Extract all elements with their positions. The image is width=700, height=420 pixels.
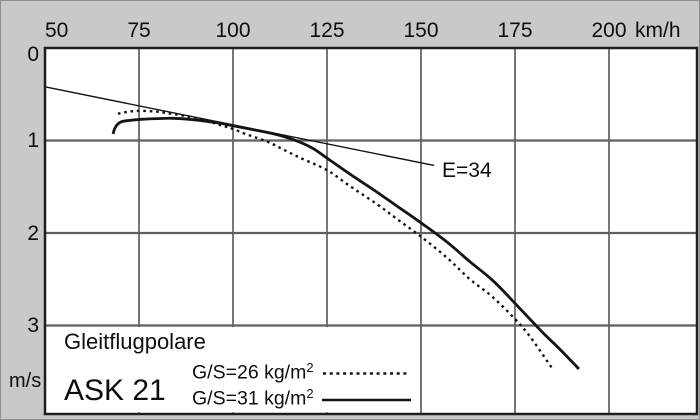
legend-label-gs26: G/S=26 kg/m2 [192, 360, 314, 383]
legend-label-gs26-sup: 2 [306, 360, 314, 375]
x-tick-150: 150 [403, 19, 439, 42]
x-tick-175: 175 [497, 19, 533, 42]
x-axis-unit: km/h [635, 19, 681, 42]
legend-label-gs31-text: G/S=31 kg/m [192, 387, 307, 410]
glider-model-label: ASK 21 [64, 374, 166, 407]
legend-label-gs31-sup: 2 [306, 386, 314, 401]
legend-area [47, 327, 419, 413]
x-tick-125: 125 [309, 19, 345, 42]
legend-label-gs26-text: G/S=26 kg/m [192, 361, 307, 384]
x-tick-200: 200 [591, 19, 627, 42]
y-tick-0: 0 [27, 42, 39, 66]
glide-ratio-annotation: E=34 [442, 159, 492, 182]
x-tick-75: 75 [127, 19, 151, 42]
y-tick-1: 1 [27, 129, 39, 152]
plot-border [43, 46, 699, 416]
polar-curve-solid [111, 116, 580, 370]
x-tick-100: 100 [215, 19, 251, 42]
x-tick-50: 50 [45, 19, 69, 42]
legend-label-gs31: G/S=31 kg/m2 [192, 386, 314, 409]
y-tick-2: 2 [27, 221, 39, 245]
chart-title: Gleitflugpolare [64, 329, 206, 354]
y-tick-3: 3 [27, 314, 39, 337]
y-axis-unit: m/s [9, 370, 42, 392]
